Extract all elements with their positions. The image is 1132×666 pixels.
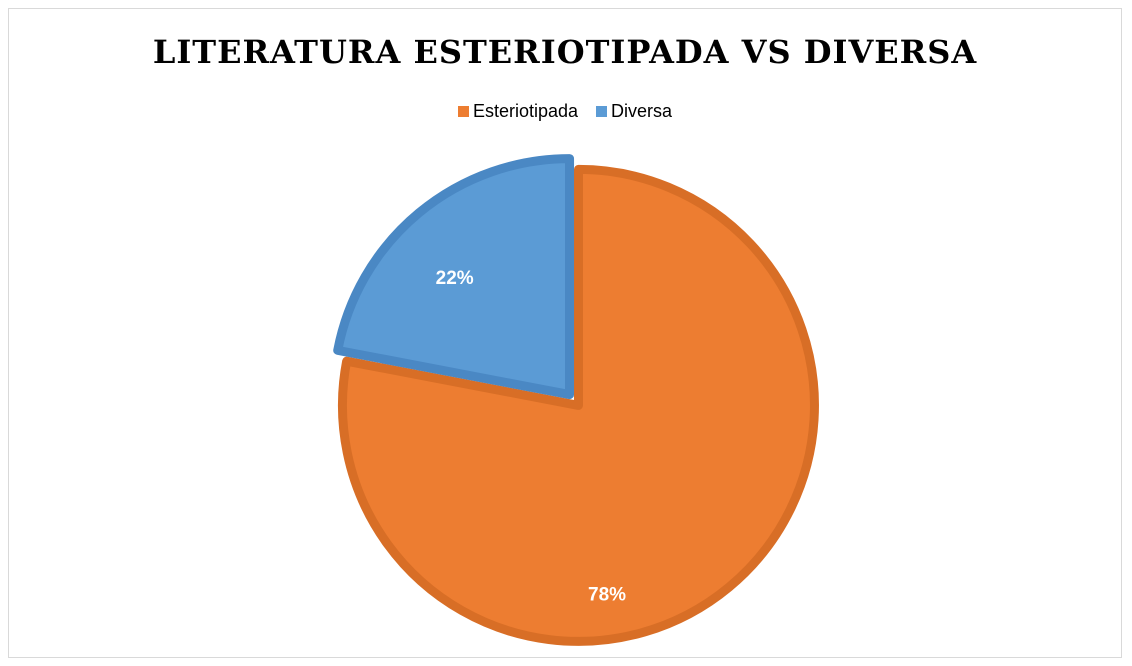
legend-label-diversa: Diversa: [611, 101, 673, 121]
legend: Esteriotipada Diversa: [9, 101, 1121, 122]
legend-item-diversa: Diversa: [596, 101, 672, 122]
chart-title: LITERATURA ESTERIOTIPADA VS DIVERSA: [152, 33, 978, 71]
legend-item-esteriotipada: Esteriotipada: [457, 101, 579, 122]
data-label-esteriotipada: 78%: [588, 584, 626, 605]
pie-slice-diversa: [333, 154, 575, 400]
pie-plot: 78% 22%: [333, 154, 819, 646]
legend-swatch-esteriotipada: [457, 106, 469, 117]
data-label-diversa: 22%: [436, 268, 474, 289]
pie-slice-esteriotipada: [338, 164, 819, 646]
chart-area: LITERATURA ESTERIOTIPADA VS DIVERSA Este…: [8, 8, 1122, 658]
legend-label-esteriotipada: Esteriotipada: [472, 101, 579, 121]
legend-swatch-diversa: [596, 106, 608, 117]
